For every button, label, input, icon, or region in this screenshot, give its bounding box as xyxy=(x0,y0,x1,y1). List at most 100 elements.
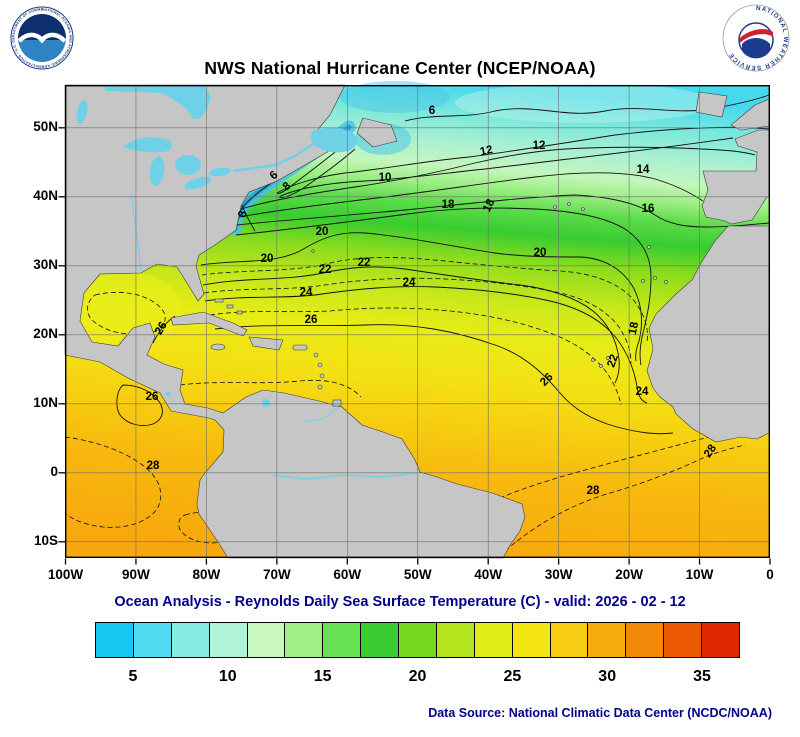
isotherm-26-pacific xyxy=(116,384,163,426)
island-trinidad xyxy=(332,399,342,407)
colorbar xyxy=(95,622,740,658)
colorbar-cell xyxy=(512,623,551,657)
isotherm-23-dashed xyxy=(203,277,632,364)
island-jamaica xyxy=(210,343,226,351)
colorbar-tick-label: 25 xyxy=(503,668,522,685)
isotherm-label: 8 xyxy=(236,209,249,219)
island-hispaniola xyxy=(248,336,284,351)
noaa-logo: NATIONAL OCEANIC AND ATMOSPHERIC ADMINIS… xyxy=(10,6,74,70)
isotherm-8-short xyxy=(240,202,256,232)
isotherm-label: 14 xyxy=(637,164,650,176)
seagull-icon xyxy=(18,32,66,44)
isotherm-label: 18 xyxy=(481,197,498,214)
island-azores xyxy=(581,207,585,211)
island-newfoundland xyxy=(356,117,398,148)
island-azores xyxy=(553,205,557,209)
mississippi-river xyxy=(130,192,142,272)
lon-tick-label: 20W xyxy=(615,567,643,582)
colorbar-cell xyxy=(96,623,134,657)
colorbar-cell xyxy=(323,623,362,657)
island-cuba xyxy=(170,311,248,337)
cold-water-patch xyxy=(340,81,450,113)
lat-tick-label: 30N xyxy=(33,256,58,272)
island-lesser-antilles xyxy=(317,362,323,368)
lat-tick-label: 10S xyxy=(33,532,58,548)
map-frame xyxy=(64,84,770,559)
contour-lines-layer xyxy=(64,94,770,552)
lon-tick-label: 10W xyxy=(685,567,714,582)
page-title: NWS National Hurricane Center (NCEP/NOAA… xyxy=(204,58,596,78)
lat-tick-label: 40N xyxy=(33,187,58,203)
isotherm-label: 24 xyxy=(403,277,416,289)
colorbar-cell xyxy=(588,623,627,657)
isotherm-27-caribbean-dashed xyxy=(179,379,362,398)
isotherm-label: 18 xyxy=(627,320,642,336)
land-americas xyxy=(64,84,526,559)
lon-tick-label: 50W xyxy=(403,567,432,582)
island-puerto-rico xyxy=(292,344,308,351)
isotherm-label: 12 xyxy=(533,140,546,152)
colorbar-cell xyxy=(171,623,210,657)
lake-michigan xyxy=(149,156,165,186)
lake-ontario xyxy=(209,167,231,177)
isotherm-28-atlantic-dashed xyxy=(504,444,746,552)
island-canaries xyxy=(653,276,657,280)
hudson-james-bay xyxy=(105,85,211,120)
island-lesser-antilles xyxy=(317,384,323,390)
island-cape-verde xyxy=(606,356,610,360)
lake-maracaibo xyxy=(262,399,270,407)
colorbar-tick-label: 20 xyxy=(408,668,427,685)
noaa-emblem xyxy=(18,14,66,62)
isotherm-8 xyxy=(276,126,770,194)
colorbar-cell xyxy=(133,623,172,657)
isotherm-label: 22 xyxy=(358,257,371,269)
isotherm-16 xyxy=(236,194,770,228)
nws-wave-icon xyxy=(742,38,770,59)
isotherm-label: 26 xyxy=(146,391,159,403)
lon-tick-label: 100W xyxy=(47,567,84,582)
isotherm-label: 20 xyxy=(316,226,329,238)
isotherm-label: 28 xyxy=(587,485,600,497)
island-azores xyxy=(567,202,571,206)
isotherm-label: 22 xyxy=(319,264,332,276)
island-canaries xyxy=(664,280,668,284)
isotherm-label: 24 xyxy=(636,386,649,398)
colorbar-tick-label: 35 xyxy=(693,668,711,685)
island-cape-verde xyxy=(599,364,603,368)
island-bahamas xyxy=(214,298,224,303)
lon-tick-label: 30W xyxy=(544,567,573,582)
colorbar-cell xyxy=(285,623,324,657)
data-source-note: Data Source: National Climatic Data Cent… xyxy=(428,706,772,720)
nws-logo: NATIONAL WEATHER SERVICE xyxy=(722,4,790,72)
lake-superior xyxy=(123,137,173,153)
isotherm-label: 28 xyxy=(147,460,160,472)
isotherm-label: 12 xyxy=(479,144,494,158)
water-features-layer xyxy=(76,85,418,480)
lon-tick-label: 40W xyxy=(474,567,503,582)
isotherm-label: 16 xyxy=(642,203,655,215)
isotherm-20 xyxy=(200,232,642,362)
isotherm-28-pocket-dashed xyxy=(178,511,235,544)
lon-tick-label: 60W xyxy=(333,567,362,582)
isotherm-14 xyxy=(238,172,704,218)
isotherm-18 xyxy=(235,207,652,366)
colorbar-cell xyxy=(399,623,437,657)
island-lesser-antilles xyxy=(319,373,325,379)
lon-tick-label: 70W xyxy=(262,567,291,582)
sst-map-area: 6 6 8 8 10 12 12 14 16 18 18 20 20 20 22 22 24 24 26 26 18 22… xyxy=(58,81,771,565)
isotherm-label: 26 xyxy=(153,320,170,337)
isotherm-label: 24 xyxy=(300,287,313,299)
colorbar-cell xyxy=(702,623,739,657)
lake-winnipeg xyxy=(76,100,88,124)
lake-nicaragua xyxy=(165,391,171,397)
isotherm-26 xyxy=(214,324,674,435)
isotherm-10 xyxy=(277,137,734,198)
colorbar-cell xyxy=(664,623,702,657)
isotherm-label: 20 xyxy=(534,247,547,259)
colorbar-tick-label: 10 xyxy=(218,668,237,685)
lake-erie xyxy=(184,176,212,190)
colorbar-cell xyxy=(626,623,665,657)
lat-tick-label: 0 xyxy=(50,463,58,479)
land-ireland xyxy=(695,91,728,118)
